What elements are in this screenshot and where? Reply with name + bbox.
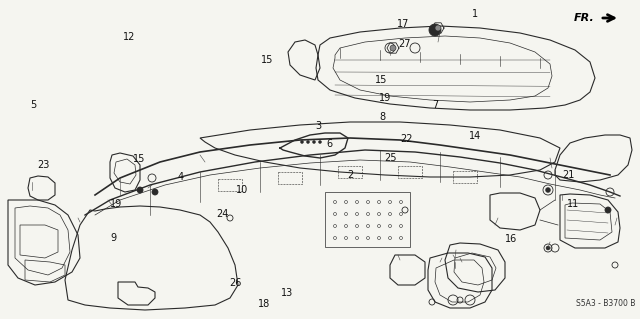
- Text: 16: 16: [504, 234, 517, 244]
- Text: 7: 7: [432, 100, 438, 110]
- Text: 10: 10: [236, 185, 248, 195]
- Circle shape: [301, 140, 303, 144]
- Text: 13: 13: [280, 288, 293, 298]
- Text: 19: 19: [110, 199, 123, 209]
- Circle shape: [605, 207, 611, 213]
- Circle shape: [152, 189, 158, 195]
- Text: 11: 11: [566, 199, 579, 209]
- Text: 15: 15: [133, 154, 146, 165]
- Text: 23: 23: [37, 160, 50, 170]
- Circle shape: [312, 140, 316, 144]
- Circle shape: [546, 246, 550, 250]
- Text: 19: 19: [379, 93, 392, 103]
- Text: 14: 14: [468, 130, 481, 141]
- Circle shape: [137, 187, 143, 193]
- Text: 21: 21: [562, 170, 575, 180]
- Text: 17: 17: [397, 19, 410, 29]
- Text: S5A3 - B3700 B: S5A3 - B3700 B: [575, 299, 635, 308]
- Circle shape: [545, 188, 550, 192]
- Text: 24: 24: [216, 209, 229, 219]
- Text: 15: 15: [374, 75, 387, 85]
- Text: 3: 3: [316, 121, 322, 131]
- Text: 9: 9: [111, 233, 117, 243]
- Circle shape: [307, 140, 310, 144]
- Circle shape: [429, 24, 441, 36]
- Text: 18: 18: [257, 299, 270, 309]
- Text: 4: 4: [177, 172, 184, 182]
- Circle shape: [319, 140, 321, 144]
- Text: 5: 5: [30, 100, 36, 110]
- Text: 6: 6: [326, 138, 333, 149]
- Text: FR.: FR.: [574, 13, 595, 23]
- Text: 12: 12: [123, 32, 136, 42]
- Text: 1: 1: [472, 9, 478, 19]
- Text: 2: 2: [348, 170, 354, 180]
- Circle shape: [435, 25, 441, 31]
- Text: 25: 25: [384, 153, 397, 163]
- Text: 15: 15: [261, 55, 274, 65]
- Text: 8: 8: [380, 112, 386, 122]
- Text: 27: 27: [398, 39, 411, 49]
- Text: 26: 26: [229, 278, 242, 288]
- Text: 22: 22: [400, 134, 413, 144]
- Circle shape: [390, 45, 396, 51]
